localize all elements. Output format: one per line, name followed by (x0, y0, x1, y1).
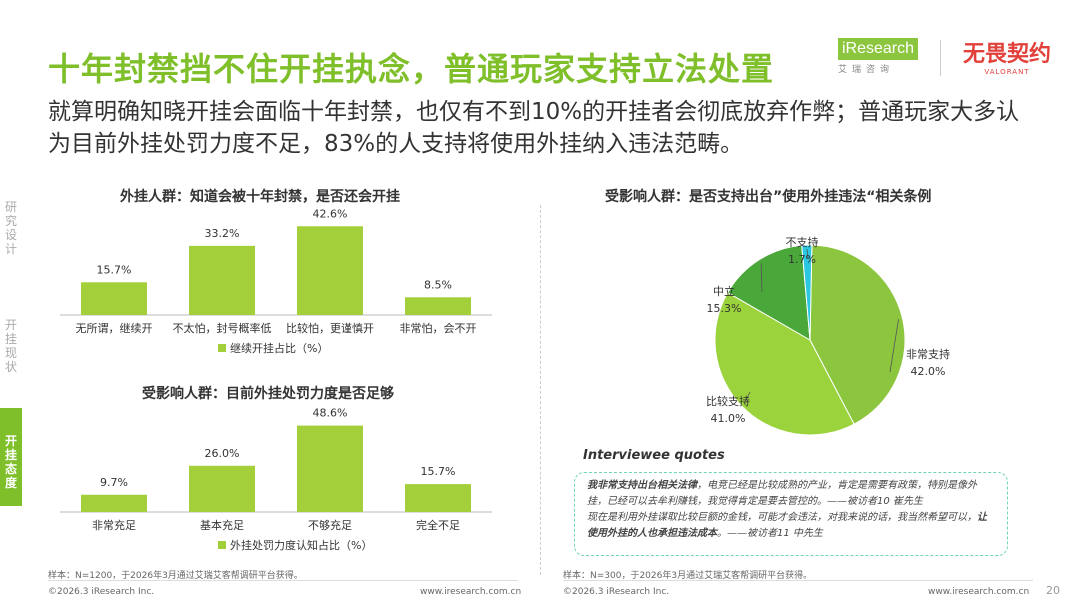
footer-copyright-right: ©2026.3 iResearch Inc. (563, 587, 670, 597)
chart2-bar-0 (81, 494, 147, 512)
pie-slice-0 (809, 244, 906, 425)
chart2-legend-label: 外挂处罚力度认知占比（%） (230, 538, 372, 552)
pie-value-3: 1.7% (788, 253, 816, 266)
chart1-bar-1 (189, 245, 255, 315)
chart1-tick-label-2: 比较怕，更谨慎开 (286, 321, 374, 335)
sidebar-item-cheating-attitude[interactable]: 开挂态度 (0, 408, 22, 506)
sidebar-item-research-design[interactable]: 研究设计 (4, 200, 17, 256)
pie-label-3: 不支持 (786, 235, 819, 249)
chart2-data-label-1: 26.0% (205, 447, 240, 460)
pie-value-0: 42.0% (911, 365, 946, 378)
chart1-tick-label-3: 非常怕，会不开 (400, 322, 477, 335)
chart2-bar-1 (189, 465, 255, 512)
chart2-data-label-2: 48.6% (313, 407, 348, 420)
footer-rule-left (48, 580, 518, 581)
chart1-legend-label: 继续开挂占比（%） (230, 341, 328, 355)
chart2-svg: 9.7% 非常充足 26.0% 基本充足 48.6% 不够充足 15.7% 完全不足外挂处罚力… (60, 407, 492, 552)
page-title: 十年封禁挡不住开挂执念，普通玩家支持立法处置 (48, 50, 775, 88)
valorant-logo: 无畏契约 VALORANT (952, 36, 1062, 76)
chart1-data-label-2: 42.6% (313, 207, 348, 220)
chart2-tick-label-3: 完全不足 (416, 518, 460, 532)
chart1-bar-2 (297, 226, 363, 315)
pie-label-1: 比较支持 (706, 394, 750, 408)
iresearch-logo-text: iResearch (838, 38, 919, 60)
iresearch-logo-sub: 艾瑞咨询 (838, 65, 895, 75)
quotes-title: Interviewee quotes (583, 448, 725, 463)
page-number: 20 (1046, 584, 1060, 597)
chart3-svg: 非常支持 42.0% 比较支持 41.0% 中立 15.3% 不支持 1.7% (706, 235, 950, 436)
chart2-bar-3 (405, 484, 471, 512)
pie-label-0: 非常支持 (906, 347, 950, 361)
chart3-title: 受影响人群：是否支持出台”使用外挂违法“相关条例 (605, 189, 932, 205)
quote1-bold: 我非常支持出台相关法律 (587, 480, 697, 491)
quote2-text-pre: 现在是利用外挂谋取比较巨额的金钱，可能才会违法，对我来说的话，我当然希望可以， (587, 512, 977, 523)
chart1-tick-label-0: 无所谓，继续开 (76, 321, 153, 335)
source-note-right: 样本：N=300，于2026年3月通过艾瑞艾客帮调研平台获得。 (563, 571, 813, 581)
quote2-text: 。——被访者11 中先生 (717, 528, 823, 539)
sidebar-item-cheating-status[interactable]: 开挂现状 (4, 318, 17, 374)
chart1-title: 外挂人群：知道会被十年封禁，是否还会开挂 (120, 189, 400, 205)
quote2-bold: 让使用外挂的人也承担违法成本 (587, 512, 987, 539)
pie-label-2: 中立 (713, 284, 735, 298)
valorant-logo-text: 无畏契约 (962, 42, 1051, 67)
pie-slice-2 (726, 244, 811, 341)
pie-leader-2 (760, 263, 763, 293)
pie-value-1: 41.0% (711, 412, 746, 425)
source-note-left: 样本：N=1200，于2026年3月通过艾瑞艾客帮调研平台获得。 (48, 571, 303, 581)
chart1-tick-label-1: 不太怕，封号概率低 (173, 321, 272, 335)
chart2-tick-label-2: 不够充足 (308, 518, 352, 532)
chart2-data-label-0: 9.7% (100, 476, 128, 489)
pie-slice-3 (801, 244, 813, 341)
chart1-svg: 15.7% 无所谓，继续开 33.2% 不太怕，封号概率低 42.6% 比较怕，更谨慎开 8… (60, 207, 492, 355)
page-subtitle: 就算明确知晓开挂会面临十年封禁，也仅有不到10%的开挂者会彻底放弃作弊；普通玩家… (48, 99, 1020, 157)
chart1-legend-swatch (218, 344, 226, 352)
chart2-tick-label-0: 非常充足 (92, 518, 136, 532)
logo-divider (940, 40, 941, 76)
chart2-title: 受影响人群：目前外挂处罚力度是否足够 (142, 386, 394, 402)
quotes-box: 我非常支持出台相关法律，电竞已经是比较成熟的产业，肯定是需要有政策，特别是像外挂… (574, 472, 1008, 556)
footer-url-left: www.iresearch.com.cn (420, 587, 522, 597)
chart1-data-label-3: 8.5% (424, 278, 452, 291)
iresearch-logo: iResearch 艾瑞咨询 (838, 38, 930, 82)
pie-leader-3 (806, 249, 809, 259)
footer-rule-right (563, 580, 1033, 581)
valorant-logo-sub: VALORANT (984, 68, 1030, 76)
pie-leader-1 (744, 391, 751, 404)
footer-copyright-left: ©2026.3 iResearch Inc. (48, 587, 155, 597)
chart2-tick-label-1: 基本充足 (200, 518, 244, 532)
chart1-data-label-0: 15.7% (97, 263, 132, 276)
pie-slice-1 (714, 291, 855, 436)
chart2-legend-swatch (218, 541, 226, 549)
quote1-text: ，电竞已经是比较成熟的产业，肯定是需要有政策，特别是像外挂，已经可以去牟利赚钱，… (587, 480, 977, 507)
pie-leader-0 (889, 319, 899, 373)
chart2-data-label-3: 15.7% (421, 465, 456, 478)
section-divider (540, 205, 541, 575)
footer-url-right: www.iresearch.com.cn (928, 587, 1030, 597)
chart1-data-label-1: 33.2% (205, 227, 240, 240)
pie-value-2: 15.3% (707, 302, 742, 315)
chart1-bar-0 (81, 282, 147, 315)
chart2-bar-2 (297, 425, 363, 512)
chart1-bar-3 (405, 297, 471, 315)
